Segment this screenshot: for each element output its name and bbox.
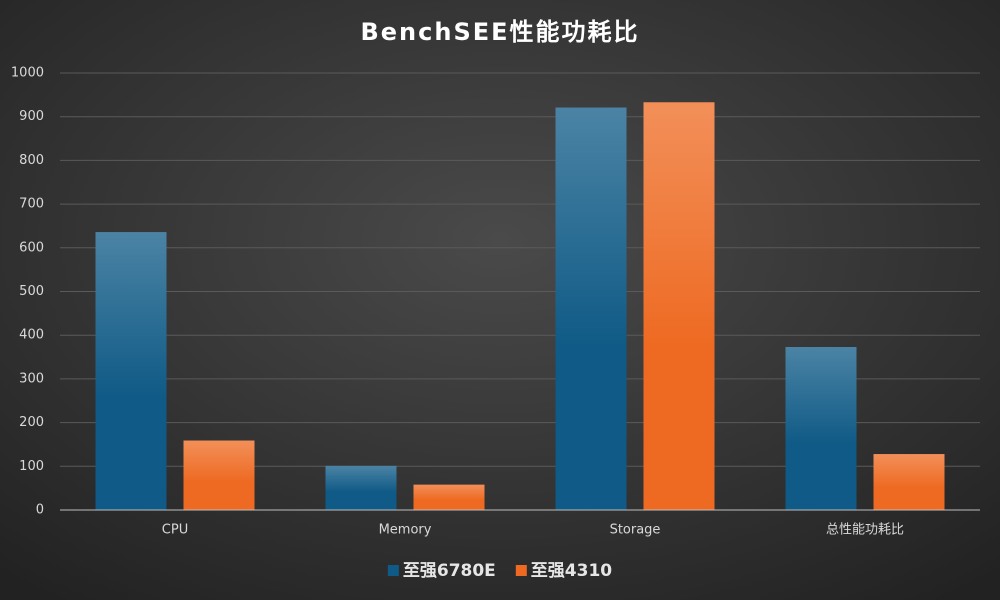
legend-label: 至强4310 (531, 561, 612, 581)
bar (95, 232, 167, 510)
bar (183, 440, 255, 510)
y-tick-label: 300 (19, 371, 44, 386)
y-tick-label: 100 (19, 459, 44, 474)
legend-label: 至强6780E (403, 561, 496, 581)
y-tick-label: 500 (19, 284, 44, 299)
y-tick-label: 600 (19, 240, 44, 255)
bar (555, 107, 627, 510)
y-tick-label: 700 (19, 197, 44, 212)
y-tick-label: 0 (36, 503, 44, 518)
y-tick-label: 200 (19, 415, 44, 430)
y-tick-label: 900 (19, 109, 44, 124)
bar (785, 346, 857, 510)
x-tick-label: 总性能功耗比 (826, 523, 904, 538)
x-tick-label: Storage (610, 523, 661, 538)
y-tick-label: 1000 (11, 66, 44, 81)
chart-title: BenchSEE性能功耗比 (360, 18, 639, 46)
legend-swatch (387, 565, 399, 576)
x-tick-label: Memory (379, 523, 432, 538)
bar (325, 465, 397, 510)
bar (643, 102, 715, 511)
y-tick-label: 800 (19, 153, 44, 168)
bar (873, 454, 945, 510)
x-tick-label: CPU (162, 523, 188, 538)
bar (413, 484, 485, 510)
legend-swatch (515, 565, 527, 576)
y-tick-label: 400 (19, 328, 44, 343)
